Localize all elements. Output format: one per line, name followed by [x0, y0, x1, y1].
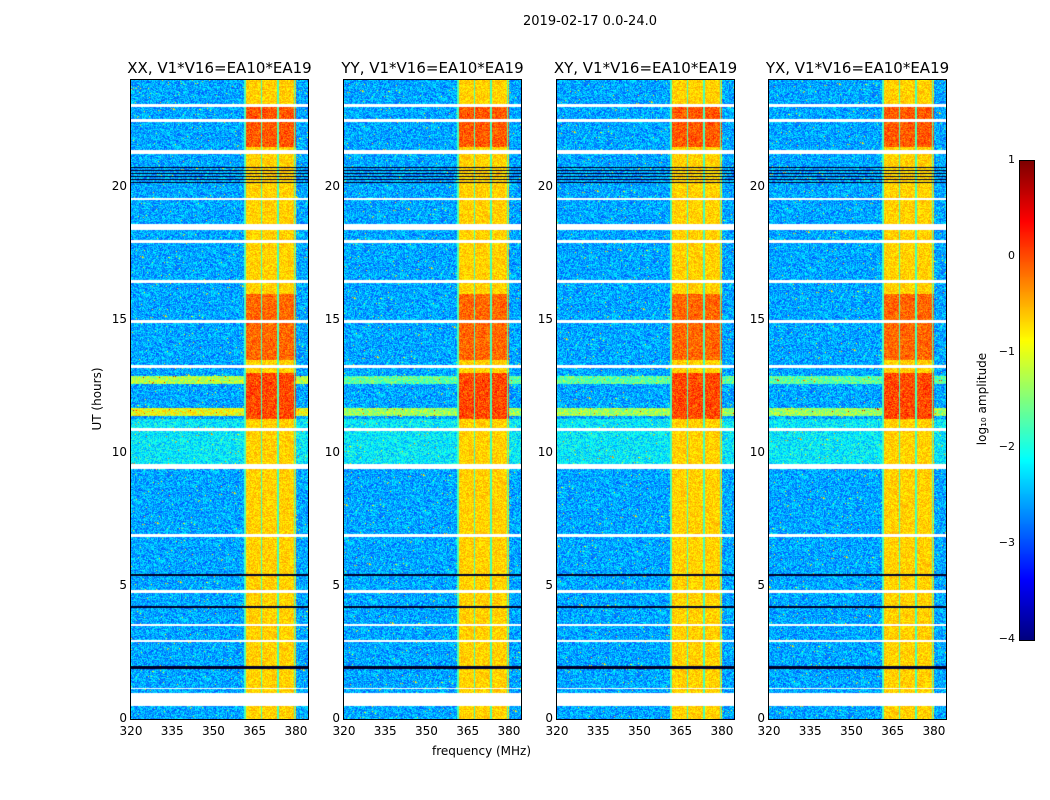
x-tick-label: 365 [881, 724, 905, 738]
heatmap-panel [130, 79, 309, 720]
x-tick-label: 320 [332, 724, 356, 738]
x-tick-label: 320 [757, 724, 781, 738]
y-tick-label: 20 [749, 178, 765, 193]
y-tick-label: 10 [111, 444, 127, 459]
x-tick-label: 350 [840, 724, 863, 738]
colorbar-tick-label: −4 [998, 632, 1015, 645]
y-tick-label: 0 [332, 711, 340, 725]
figure-title: 2019-02-17 0.0-24.0 [523, 14, 657, 29]
heatmap-panel [343, 79, 522, 720]
colorbar-tick-label: 1 [1008, 153, 1015, 166]
y-tick-label: 20 [537, 178, 553, 193]
heatmap-panel [768, 79, 947, 720]
y-tick-label: 15 [537, 311, 553, 326]
x-tick-label: 335 [373, 724, 397, 738]
x-tick-label: 350 [202, 724, 225, 738]
y-tick-label: 10 [324, 444, 340, 459]
y-tick-label: 10 [749, 444, 765, 459]
y-tick-label: 15 [749, 311, 765, 326]
colorbar-tick-label: −2 [998, 440, 1015, 454]
y-tick-label: 5 [119, 577, 127, 592]
x-tick-label: 320 [119, 724, 143, 738]
colorbar-label: log₁₀ amplitude [975, 352, 989, 446]
x-tick-label: 365 [243, 724, 267, 738]
panel-title: YY, V1*V16=EA10*EA19 [341, 59, 524, 77]
x-tick-label: 365 [669, 724, 693, 738]
y-tick-label: 5 [332, 577, 340, 592]
x-axis-label: frequency (MHz) [432, 744, 532, 758]
y-axis-label: UT (hours) [90, 367, 104, 431]
y-tick-label: 20 [111, 178, 127, 193]
x-tick-label: 320 [545, 724, 569, 738]
y-tick-label: 15 [324, 311, 340, 326]
y-tick-label: 0 [757, 711, 765, 725]
x-tick-label: 365 [456, 724, 480, 738]
colorbar [1019, 160, 1035, 641]
x-tick-label: 335 [586, 724, 610, 738]
colorbar-tick-label: −3 [998, 536, 1015, 550]
y-tick-label: 0 [119, 711, 127, 725]
x-tick-label: 380 [710, 724, 734, 738]
x-tick-label: 380 [497, 724, 521, 738]
x-tick-label: 335 [798, 724, 822, 738]
y-tick-label: 5 [757, 577, 765, 592]
x-tick-label: 350 [415, 724, 438, 738]
panel-title: YX, V1*V16=EA10*EA19 [765, 59, 950, 77]
y-tick-label: 0 [545, 711, 553, 725]
x-tick-label: 380 [922, 724, 946, 738]
panel-title: XY, V1*V16=EA10*EA19 [553, 59, 738, 77]
heatmap-panel [556, 79, 735, 720]
x-tick-label: 380 [284, 724, 308, 738]
y-tick-label: 10 [537, 444, 553, 459]
colorbar-tick-label: 0 [1008, 248, 1015, 262]
x-tick-label: 335 [160, 724, 184, 738]
x-tick-label: 350 [628, 724, 651, 738]
colorbar-tick-label: −1 [998, 344, 1015, 358]
y-tick-label: 15 [111, 311, 127, 326]
panel-title: XX, V1*V16=EA10*EA19 [127, 59, 312, 77]
y-tick-label: 5 [545, 577, 553, 592]
y-tick-label: 20 [324, 178, 340, 193]
